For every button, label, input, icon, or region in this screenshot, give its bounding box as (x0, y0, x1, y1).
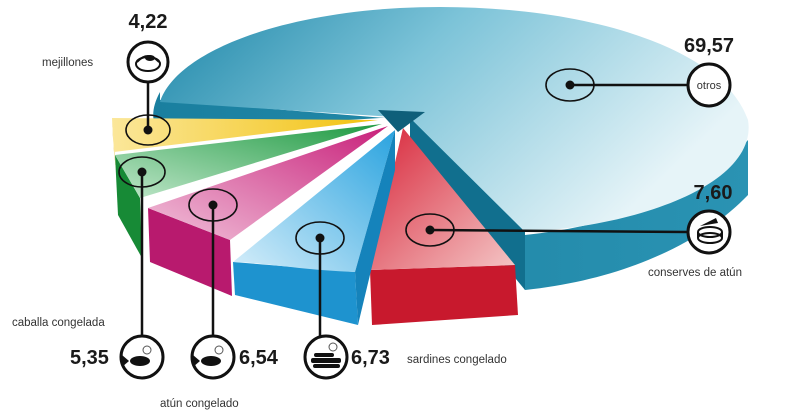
marker-sardines (295, 221, 345, 255)
fish-icon (119, 334, 165, 380)
slice-sardines-side (233, 262, 358, 325)
slice-mejillones-top (112, 118, 378, 152)
label-conserves: conserves de atún (648, 267, 742, 279)
fish-icon (190, 334, 236, 380)
slice-otros-side (153, 92, 748, 290)
leader-lines (140, 78, 689, 348)
slice-atun-side (148, 208, 232, 296)
mussel-icon (126, 40, 170, 84)
marker-conserves (405, 213, 455, 247)
slice-markers (118, 68, 595, 255)
otros-circle (686, 62, 732, 108)
slice-sardines-wall (355, 130, 395, 325)
slice-sardines-top (233, 130, 395, 272)
marker-mejillones (125, 114, 171, 146)
marker-atun (188, 188, 238, 222)
label-sardines: sardines congelado (407, 354, 507, 366)
marker-otros (545, 68, 595, 102)
marker-caballa (118, 156, 166, 188)
slice-caballa-congelada (115, 124, 382, 258)
value-otros: 69,57 (684, 35, 734, 57)
value-sardines: 6,73 (351, 347, 390, 369)
slice-tuna-side (370, 265, 518, 325)
slice-atun-top (148, 126, 388, 240)
pie-center (378, 110, 425, 132)
slice-mejillones (112, 118, 378, 170)
slice-caballa-top (115, 124, 382, 198)
slice-otros-top (160, 6, 749, 233)
value-atun: 6,54 (239, 347, 279, 369)
label-caballa: caballa congelada (12, 317, 105, 329)
label-atun: atún congelado (160, 398, 239, 410)
slice-atun-congelado (148, 126, 388, 296)
value-mejillones: 4,22 (129, 11, 168, 33)
value-caballa: 5,35 (70, 347, 109, 369)
sardines-icon (303, 334, 349, 380)
slice-sardines-congelado (233, 130, 395, 325)
label-otros: otros (697, 80, 722, 92)
label-mejillones: mejillones (42, 57, 93, 69)
tuna-can-icon (686, 209, 732, 255)
value-conserves: 7,60 (694, 182, 733, 204)
slice-caballa-side (115, 155, 142, 258)
